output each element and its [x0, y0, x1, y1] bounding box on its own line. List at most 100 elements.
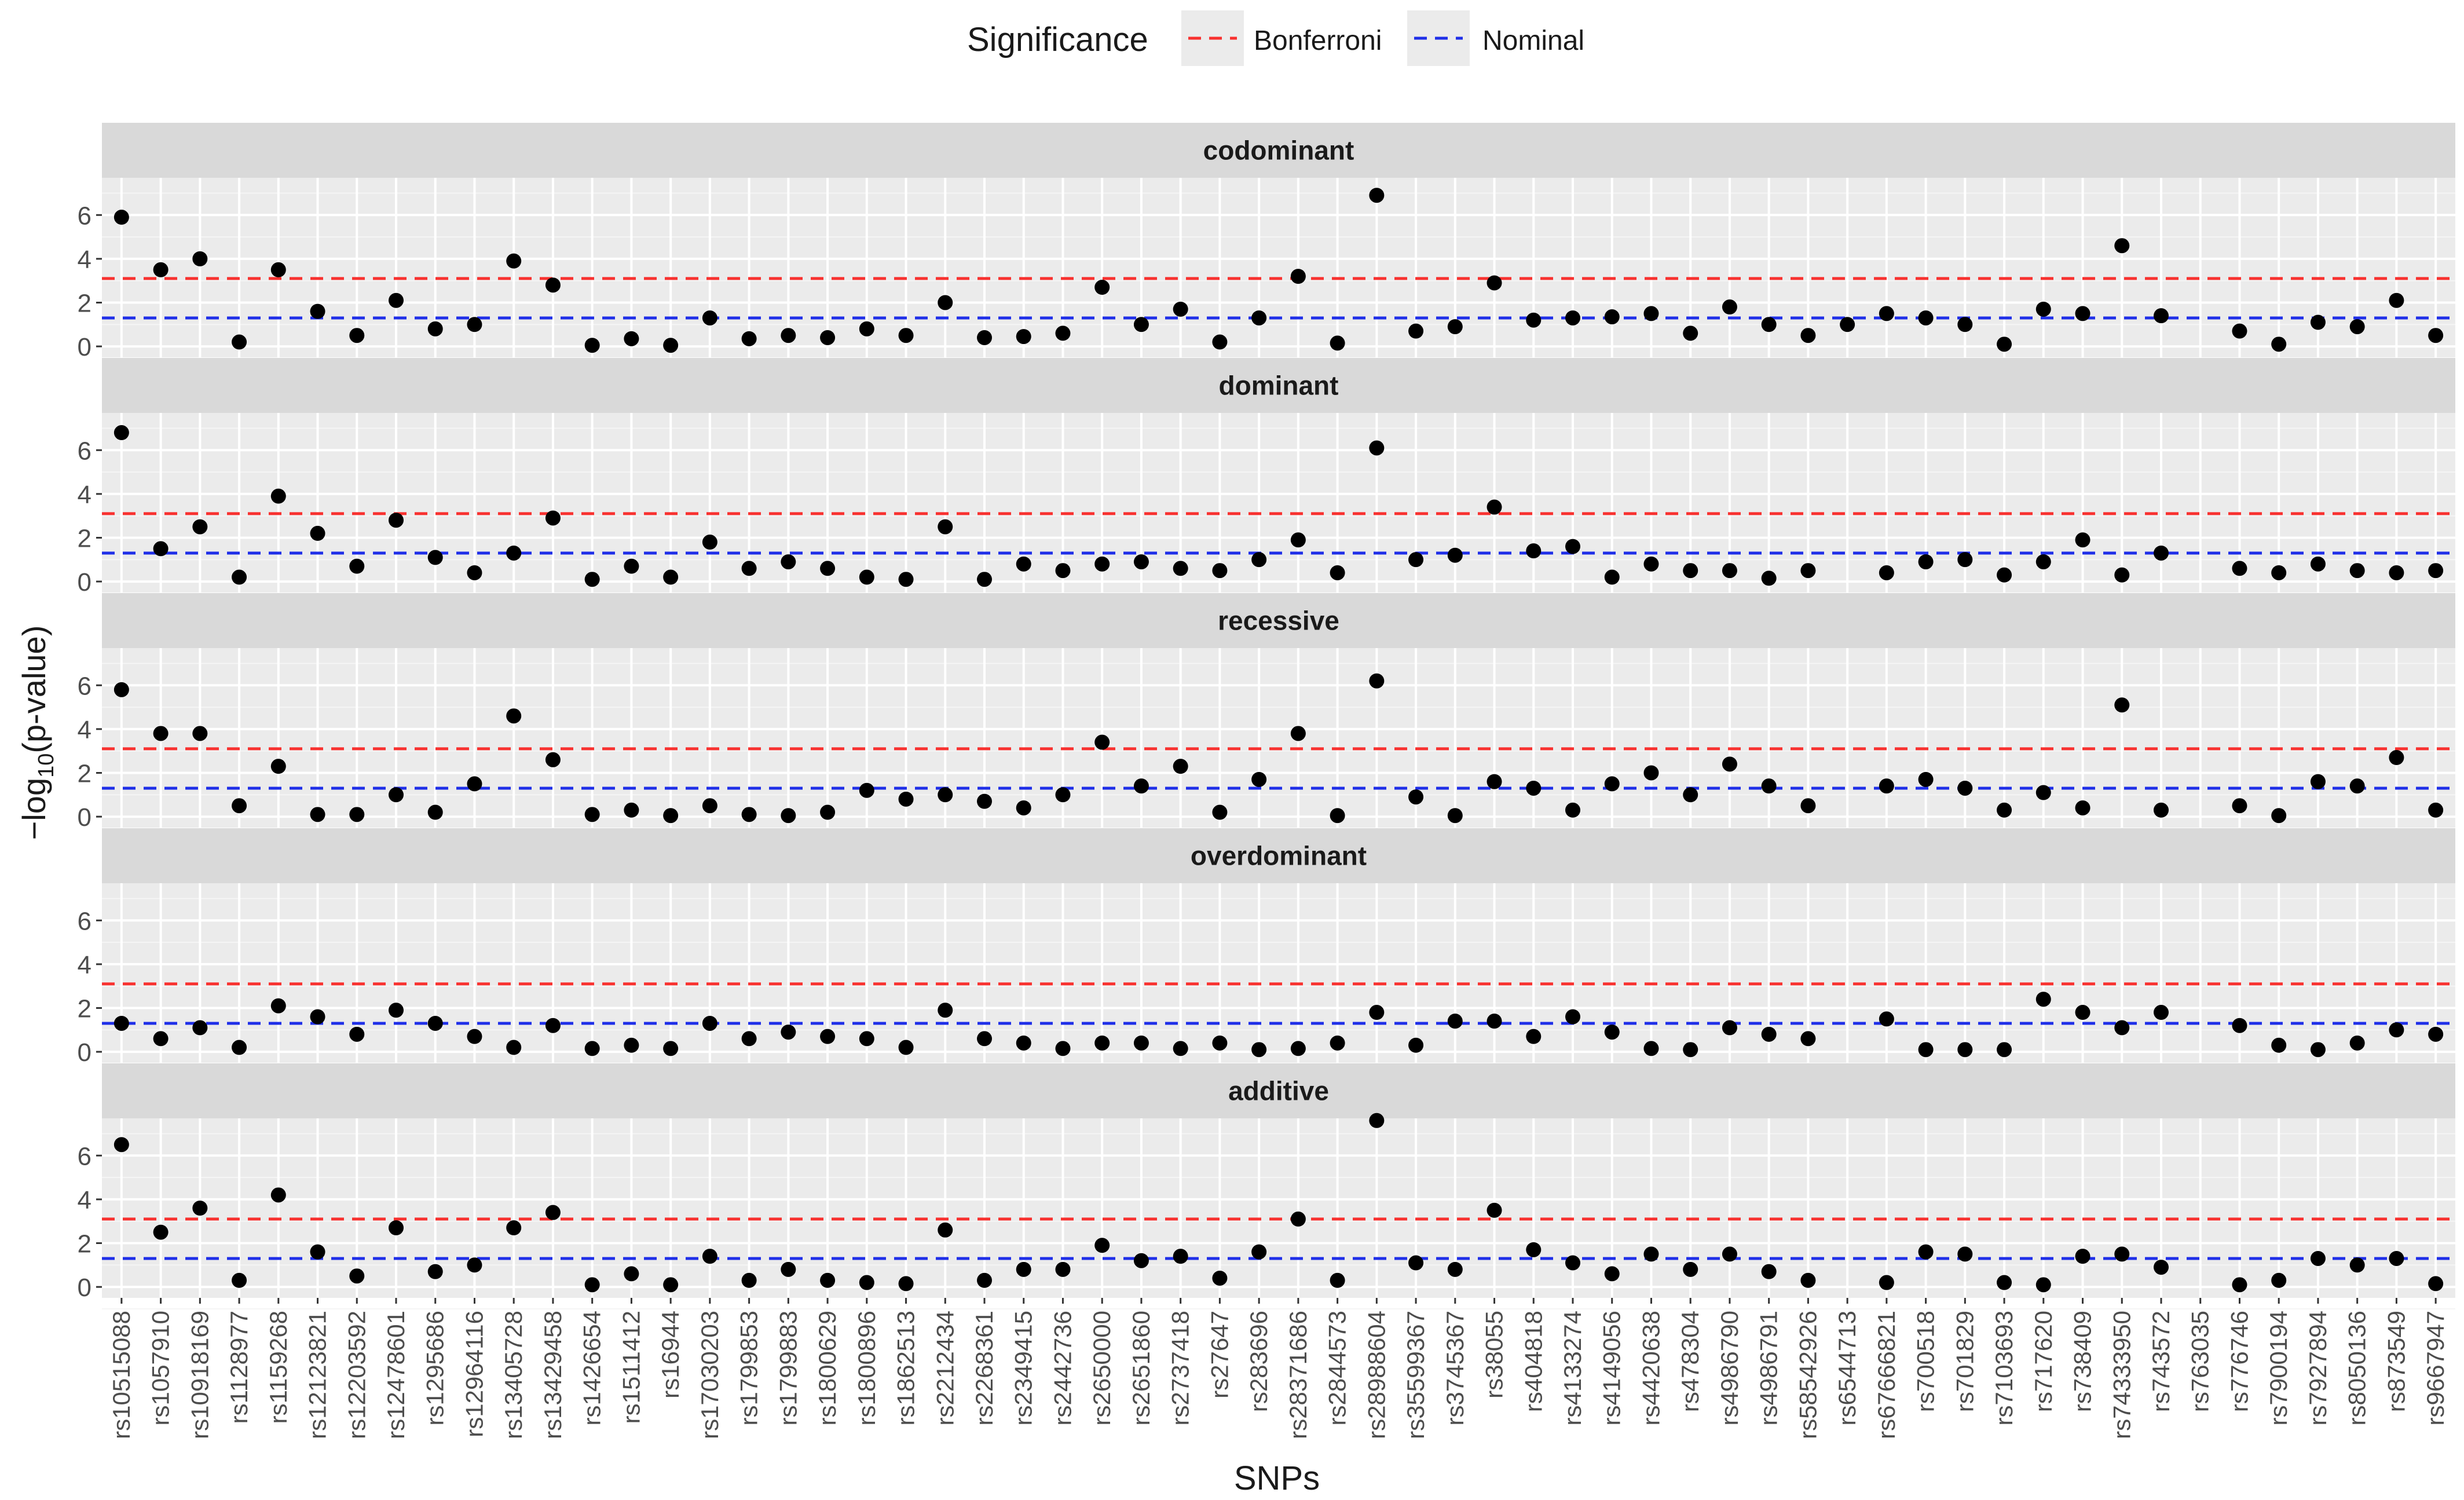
data-point — [2154, 802, 2169, 818]
data-point — [1997, 802, 2012, 818]
data-point — [2349, 319, 2365, 335]
data-point — [2154, 545, 2169, 561]
data-point — [2271, 565, 2287, 580]
facet-strip — [102, 1063, 2455, 1118]
data-point — [1447, 808, 1463, 824]
data-point — [1683, 563, 1698, 579]
data-point — [741, 331, 757, 346]
y-tick-label: 4 — [78, 951, 91, 979]
data-point — [663, 1277, 679, 1293]
data-point — [624, 1037, 639, 1053]
data-point — [467, 565, 482, 580]
data-point — [1565, 802, 1580, 818]
x-tick-label: rs10515088 — [108, 1311, 135, 1439]
data-point — [859, 569, 874, 585]
data-point — [1800, 798, 1816, 814]
data-point — [1369, 1113, 1385, 1128]
data-point — [859, 321, 874, 336]
data-point — [310, 1244, 325, 1260]
data-point — [781, 554, 796, 570]
x-tick-label: rs1295686 — [422, 1311, 449, 1426]
data-point — [624, 558, 639, 574]
data-point — [1016, 556, 1031, 572]
x-tick-label: rs2442736 — [1049, 1311, 1076, 1426]
data-point — [2154, 1005, 2169, 1020]
y-tick-label: 2 — [78, 1230, 91, 1258]
data-point — [1761, 778, 1777, 794]
data-point — [545, 1018, 561, 1033]
data-point — [1369, 188, 1385, 203]
data-point — [545, 752, 561, 767]
panel-background — [102, 648, 2455, 828]
panel-recessive: recessive 0 2 4 6 — [78, 593, 2455, 839]
data-point — [1918, 1244, 1934, 1260]
data-point — [624, 802, 639, 818]
data-point — [2232, 323, 2247, 339]
data-point — [1173, 1041, 1188, 1056]
x-axis-tick-labels: rs10515088 rs1057910 rs10918169 rs1128977 rs… — [108, 1298, 2449, 1439]
data-point — [349, 1268, 365, 1284]
data-point — [1643, 765, 1659, 781]
x-tick-label: rs1799853 — [735, 1311, 763, 1426]
x-tick-label: rs738409 — [2069, 1311, 2096, 1412]
x-tick-label: rs478304 — [1676, 1311, 1704, 1412]
data-point — [1094, 1238, 1110, 1253]
y-tick-label: 2 — [78, 759, 91, 788]
data-point — [1565, 1255, 1580, 1271]
data-point — [1800, 1272, 1816, 1288]
data-point — [2035, 301, 2051, 317]
data-point — [1722, 756, 1737, 772]
data-point — [2232, 561, 2247, 576]
facet-strip — [102, 593, 2455, 648]
x-tick-label: rs283696 — [1245, 1311, 1272, 1412]
data-point — [663, 569, 679, 585]
data-point — [977, 793, 992, 809]
x-tick-label: rs2651860 — [1127, 1311, 1155, 1426]
data-point — [1957, 780, 1973, 796]
data-point — [232, 569, 247, 585]
data-point — [427, 804, 443, 820]
x-tick-label: rs12478601 — [382, 1311, 409, 1439]
data-point — [1957, 1246, 1973, 1262]
x-tick-label: rs8050136 — [2344, 1311, 2371, 1426]
data-point — [1957, 1042, 1973, 1058]
data-point — [2114, 567, 2130, 583]
data-point — [1879, 1275, 1894, 1290]
data-point — [2349, 563, 2365, 579]
data-point — [114, 425, 129, 441]
data-point — [1761, 1026, 1777, 1042]
data-point — [2075, 1249, 2090, 1264]
data-point — [270, 488, 286, 504]
y-tick-label: 4 — [78, 481, 91, 509]
data-point — [1487, 275, 1502, 291]
data-point — [1879, 1011, 1894, 1027]
data-point — [2114, 1020, 2130, 1036]
data-point — [820, 330, 836, 345]
data-point — [820, 561, 836, 576]
x-tick-label: rs873549 — [2382, 1311, 2410, 1412]
data-point — [663, 1041, 679, 1056]
data-point — [310, 807, 325, 822]
data-point — [1133, 317, 1149, 332]
data-point — [1173, 1249, 1188, 1264]
data-point — [1957, 317, 1973, 332]
data-point — [467, 1029, 482, 1044]
data-point — [898, 572, 914, 587]
data-point — [1487, 774, 1502, 789]
data-point — [1212, 804, 1228, 820]
x-tick-label: rs12964116 — [460, 1311, 488, 1437]
data-point — [349, 328, 365, 343]
data-point — [1487, 1014, 1502, 1029]
y-tick-label: 6 — [78, 672, 91, 700]
data-point — [859, 782, 874, 798]
data-point — [781, 1025, 796, 1040]
x-tick-label: rs1426654 — [579, 1311, 606, 1426]
data-point — [624, 1266, 639, 1282]
data-point — [506, 545, 522, 561]
data-point — [270, 262, 286, 277]
x-tick-label: rs1159268 — [265, 1311, 292, 1424]
data-point — [1173, 759, 1188, 774]
data-point — [1016, 800, 1031, 815]
data-point — [2035, 1277, 2051, 1293]
